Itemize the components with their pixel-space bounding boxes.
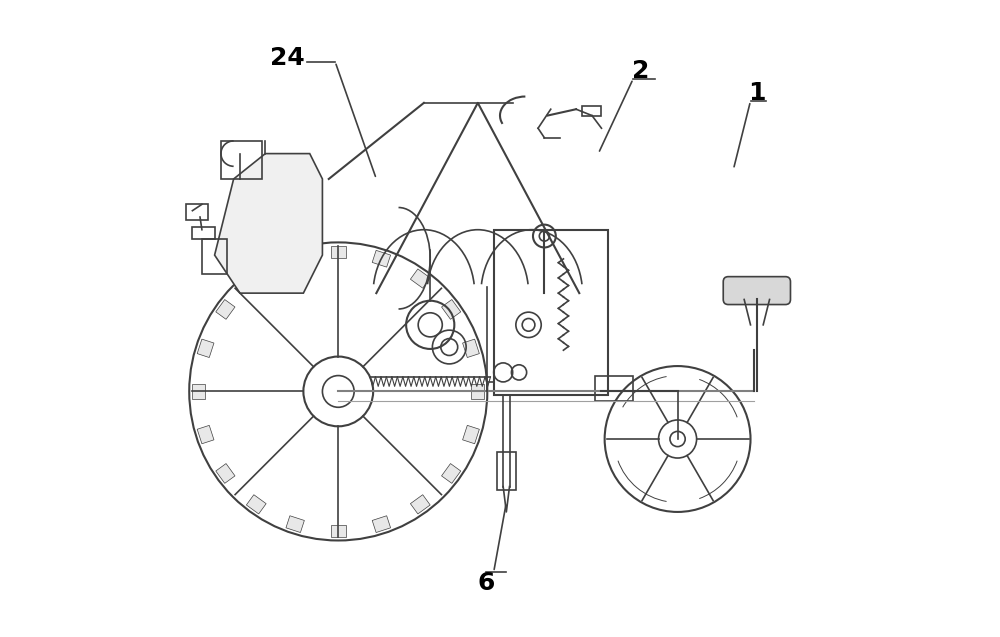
Polygon shape bbox=[410, 495, 430, 514]
Polygon shape bbox=[197, 426, 214, 444]
Bar bbox=[582, 106, 601, 115]
Text: 6: 6 bbox=[477, 571, 495, 595]
Polygon shape bbox=[442, 299, 461, 319]
Polygon shape bbox=[286, 516, 304, 533]
Bar bbox=[221, 141, 262, 179]
Polygon shape bbox=[331, 525, 346, 537]
Polygon shape bbox=[372, 250, 391, 267]
Bar bbox=[494, 230, 608, 394]
Polygon shape bbox=[192, 384, 205, 399]
Bar bbox=[595, 376, 633, 401]
Polygon shape bbox=[442, 464, 461, 483]
FancyBboxPatch shape bbox=[723, 276, 790, 304]
Polygon shape bbox=[216, 464, 235, 483]
Polygon shape bbox=[331, 246, 346, 258]
Polygon shape bbox=[246, 269, 266, 288]
Text: 1: 1 bbox=[748, 82, 766, 105]
Polygon shape bbox=[246, 495, 266, 514]
Bar bbox=[192, 227, 215, 240]
Polygon shape bbox=[471, 384, 484, 399]
Polygon shape bbox=[215, 154, 322, 293]
Polygon shape bbox=[463, 426, 479, 444]
Text: 24: 24 bbox=[270, 47, 305, 71]
Polygon shape bbox=[463, 339, 479, 357]
Polygon shape bbox=[197, 339, 214, 357]
Bar bbox=[186, 204, 208, 220]
Text: 2: 2 bbox=[632, 59, 649, 83]
Bar bbox=[497, 452, 516, 490]
Polygon shape bbox=[216, 299, 235, 319]
Bar bbox=[202, 240, 227, 274]
Polygon shape bbox=[286, 250, 304, 267]
Polygon shape bbox=[410, 269, 430, 288]
Polygon shape bbox=[372, 516, 391, 533]
